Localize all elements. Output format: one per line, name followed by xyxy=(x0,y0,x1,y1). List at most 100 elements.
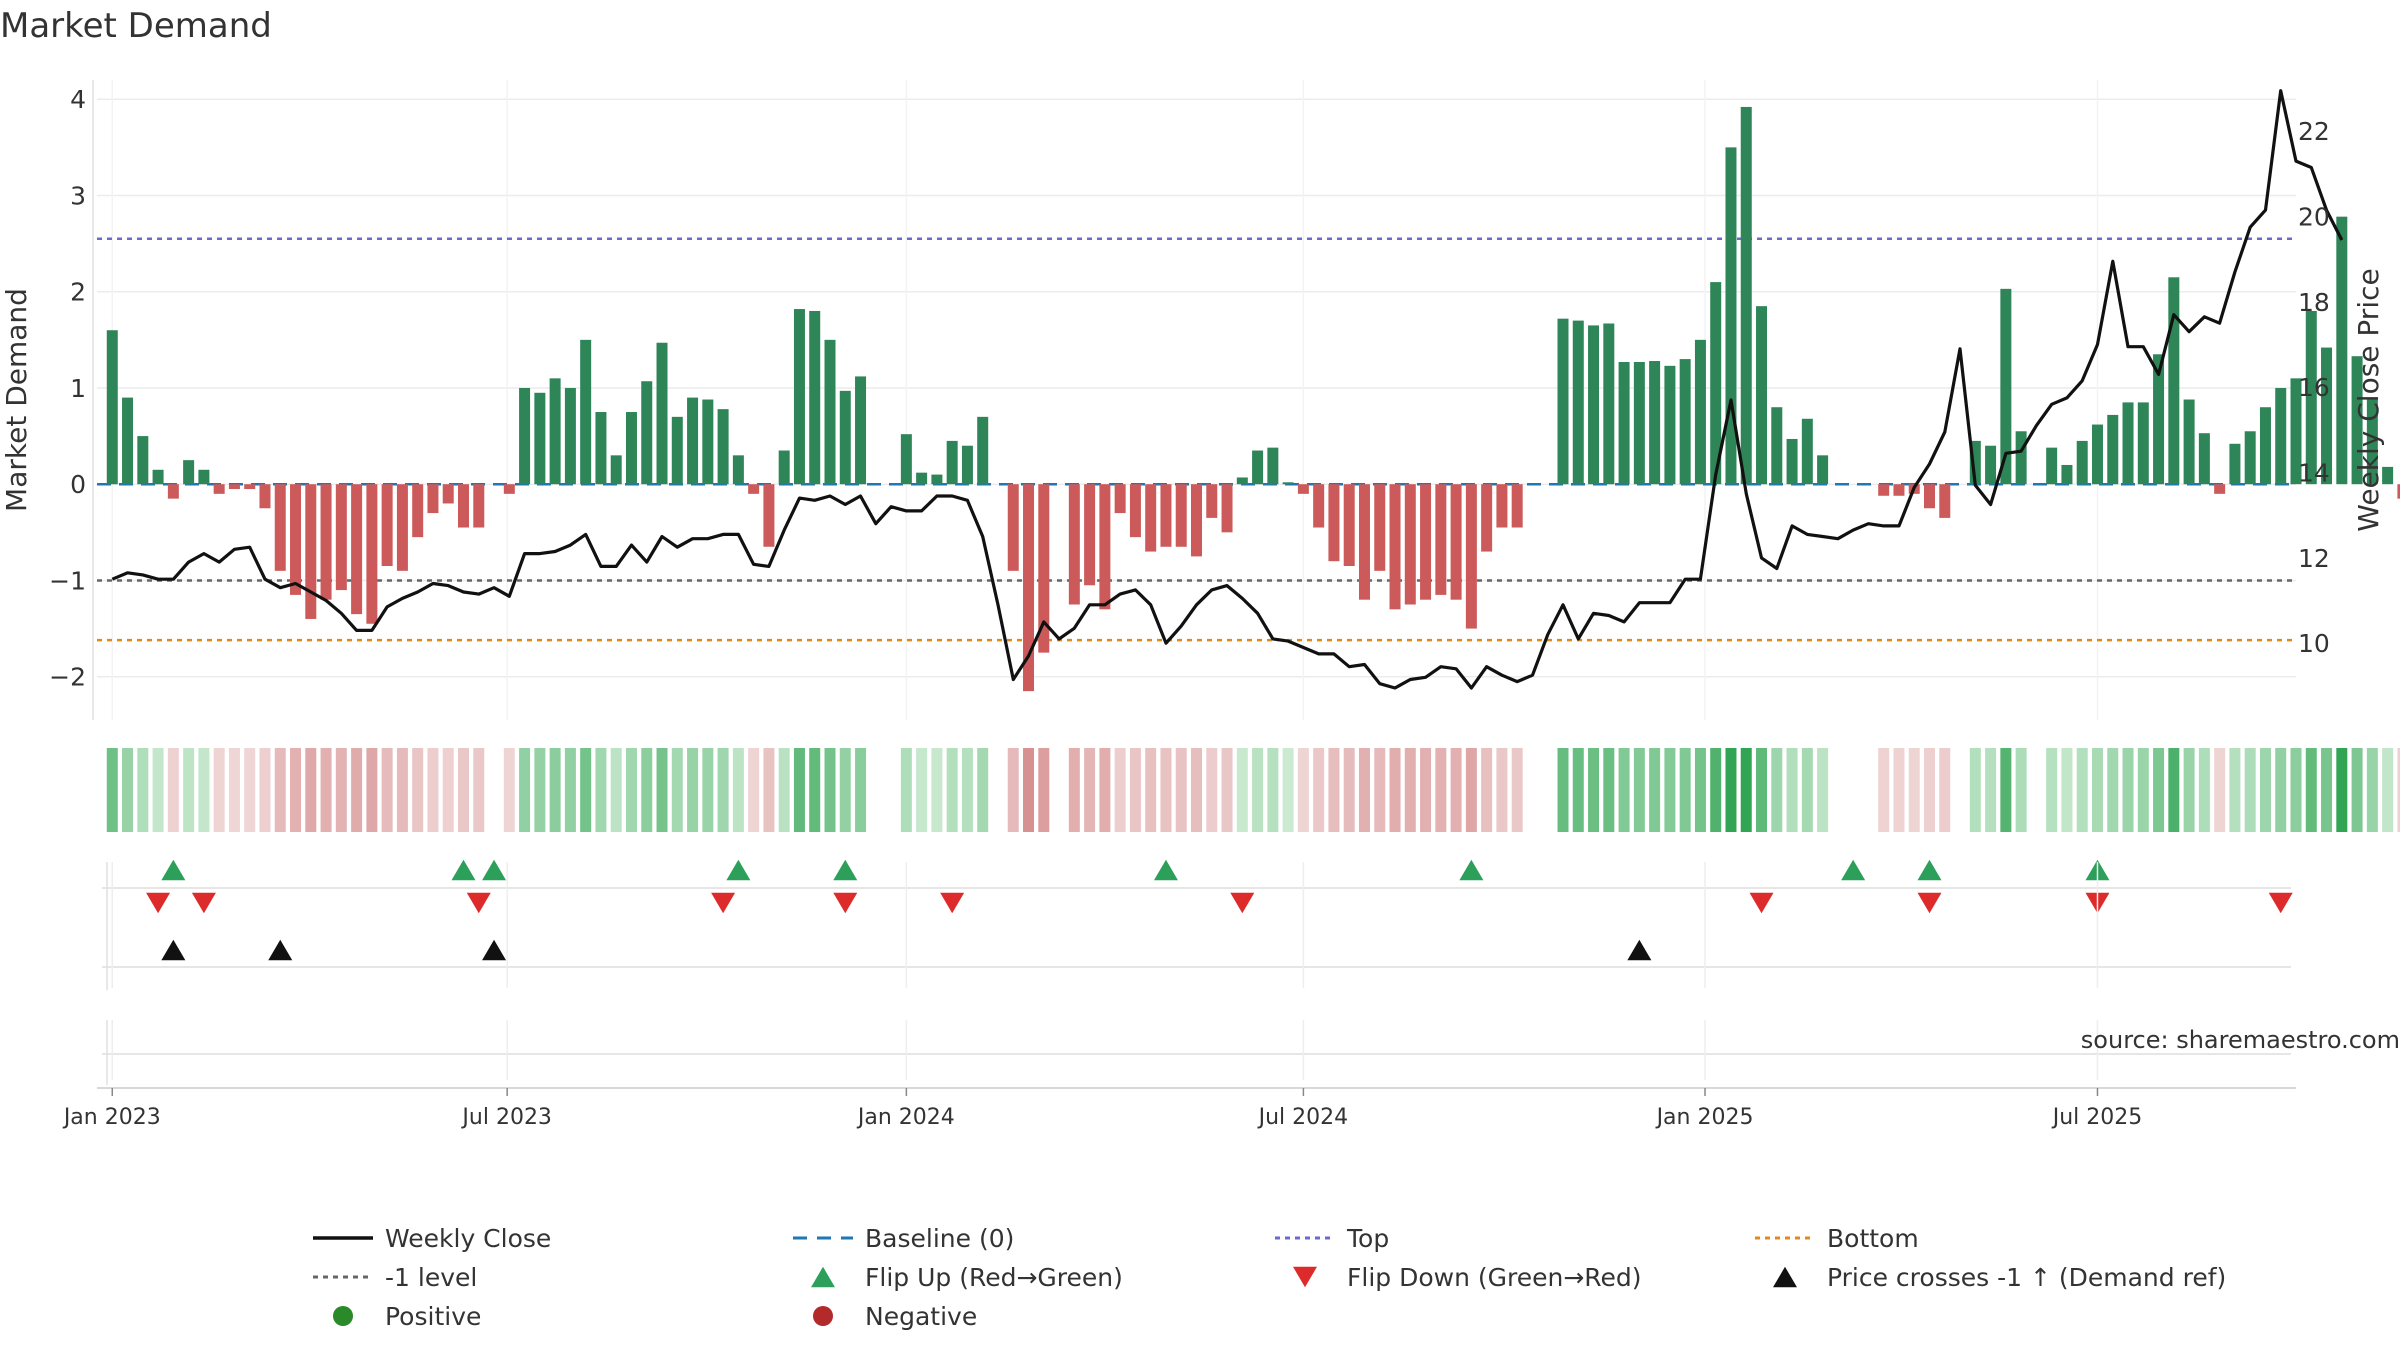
heat-cell xyxy=(2336,748,2348,832)
flip-markers xyxy=(146,859,2293,914)
heat-cell xyxy=(1465,748,1477,832)
heat-cell xyxy=(366,748,378,832)
heat-cell xyxy=(1908,748,1920,832)
heat-cell xyxy=(1481,748,1493,832)
negative-demand-bar xyxy=(1313,484,1325,528)
heat-cell xyxy=(1221,748,1233,832)
heat-cell xyxy=(1313,748,1325,832)
x-tick-label: Jan 2023 xyxy=(62,1105,161,1130)
legend-item: Positive xyxy=(333,1302,481,1331)
negative-demand-bar xyxy=(2397,484,2400,499)
negative-demand-bar xyxy=(1160,484,1172,547)
positive-demand-bar xyxy=(916,472,928,485)
positive-demand-bar xyxy=(1771,407,1783,485)
negative-demand-bar xyxy=(244,484,256,490)
negative-demand-bar xyxy=(1114,484,1126,514)
positive-demand-bar xyxy=(671,416,683,485)
negative-demand-bar xyxy=(259,484,271,509)
heat-cell xyxy=(1603,748,1615,832)
heat-cell xyxy=(702,748,714,832)
flip-up-marker xyxy=(482,859,507,881)
heat-cell xyxy=(534,748,546,832)
positive-demand-bar xyxy=(1633,361,1645,485)
positive-demand-bar xyxy=(1664,365,1676,485)
positive-demand-bar xyxy=(656,342,668,485)
negative-demand-bar xyxy=(1496,484,1508,528)
heat-cell xyxy=(1740,748,1752,832)
heat-cell xyxy=(1038,748,1050,832)
positive-demand-bar xyxy=(732,455,744,485)
negative-demand-bar xyxy=(1511,484,1523,528)
negative-demand-bar xyxy=(1878,484,1890,496)
flip-up-marker xyxy=(161,859,186,881)
heat-cell xyxy=(198,748,210,832)
legend-item: Negative xyxy=(813,1302,977,1331)
flip-up-marker xyxy=(1917,859,1942,881)
y2-tick-label: 18 xyxy=(2298,288,2330,317)
positive-demand-bar xyxy=(2198,433,2210,485)
heat-cell xyxy=(1924,748,1935,832)
positive-demand-bar xyxy=(564,387,576,485)
heat-cell xyxy=(259,748,271,832)
negative-demand-bar xyxy=(412,484,424,538)
heat-cell xyxy=(2305,748,2317,832)
flip-down-marker xyxy=(466,892,491,914)
positive-demand-bar xyxy=(2107,414,2119,485)
positive-demand-bar xyxy=(1985,445,1997,485)
legend-item: Price crosses -1 ↑ (Demand ref) xyxy=(1773,1263,2226,1292)
positive-demand-bar xyxy=(1557,318,1569,485)
positive-demand-bar xyxy=(2122,402,2134,485)
heat-cell xyxy=(183,748,195,832)
legend-label: Baseline (0) xyxy=(865,1224,1014,1253)
heat-cell xyxy=(381,748,393,832)
y2-tick-label: 22 xyxy=(2298,117,2330,146)
positive-demand-bar xyxy=(625,412,637,485)
positive-demand-bar xyxy=(793,309,805,485)
legend-item: Baseline (0) xyxy=(793,1224,1014,1253)
negative-demand-bar xyxy=(167,484,179,499)
positive-demand-bar xyxy=(2321,347,2333,485)
positive-demand-bar xyxy=(977,416,989,485)
negative-demand-bar xyxy=(290,484,302,595)
negative-demand-bar xyxy=(320,484,332,600)
legend-item: Weekly Close xyxy=(313,1224,551,1253)
heat-cell xyxy=(763,748,775,832)
positive-demand-bar xyxy=(2366,399,2378,485)
positive-demand-bar xyxy=(2290,378,2302,485)
price-cross-up-marker xyxy=(1627,939,1652,961)
negative-demand-bar xyxy=(1191,484,1202,557)
heat-cell xyxy=(335,748,347,832)
negative-demand-bar xyxy=(1420,484,1432,600)
positive-demand-bar xyxy=(1572,320,1584,485)
heat-cell xyxy=(244,748,256,832)
positive-demand-bar xyxy=(1786,438,1798,485)
heat-cell xyxy=(2122,748,2134,832)
positive-demand-bar xyxy=(931,474,943,485)
price-cross-up-marker xyxy=(161,939,186,961)
negative-demand-bar xyxy=(381,484,393,567)
heat-cell xyxy=(274,748,286,832)
legend-label: Negative xyxy=(865,1302,977,1331)
heat-cell xyxy=(809,748,821,832)
flip-up-marker xyxy=(1153,859,1178,881)
positive-demand-bar xyxy=(183,460,195,485)
y-tick-label: −1 xyxy=(49,566,86,595)
positive-demand-bar xyxy=(2229,443,2241,485)
heat-cell xyxy=(213,748,225,832)
negative-demand-bar xyxy=(1343,484,1355,567)
heat-cell xyxy=(2000,748,2012,832)
heat-cell xyxy=(1420,748,1432,832)
legend-label: -1 level xyxy=(385,1263,477,1292)
heat-cell xyxy=(961,748,973,832)
price-cross-up-marker xyxy=(268,939,293,961)
heat-cell xyxy=(2046,748,2058,832)
heat-cell xyxy=(580,748,592,832)
legend-label: Bottom xyxy=(1827,1224,1919,1253)
positive-demand-bar xyxy=(122,397,134,485)
positive-demand-bar xyxy=(1603,323,1615,485)
heat-cell xyxy=(839,748,851,832)
positive-demand-bar xyxy=(961,445,973,485)
legend-label: Flip Up (Red→Green) xyxy=(865,1263,1123,1292)
negative-demand-bar xyxy=(1389,484,1401,610)
